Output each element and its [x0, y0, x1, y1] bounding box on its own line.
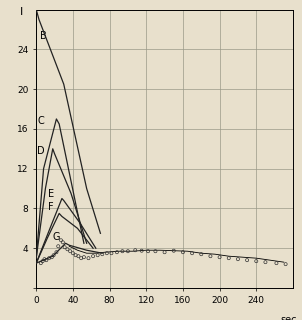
Point: [254, 259, 259, 264]
Point: [60, 240, 65, 245]
Point: [109, 251, 114, 256]
Point: [162, 250, 167, 255]
Point: [171, 248, 176, 253]
Point: [208, 254, 213, 259]
Point: [44, 258, 49, 263]
Point: [70, 251, 75, 256]
Point: [153, 249, 158, 254]
Point: [59, 238, 63, 243]
Point: [76, 254, 81, 259]
Point: [38, 260, 43, 266]
Point: [56, 244, 61, 249]
Point: [51, 252, 56, 258]
Point: [73, 252, 78, 258]
Point: [104, 251, 109, 256]
Text: C: C: [37, 116, 44, 126]
Point: [245, 258, 249, 263]
Point: [50, 255, 54, 260]
Point: [62, 245, 67, 250]
Point: [42, 257, 47, 262]
Point: [217, 255, 222, 260]
Point: [226, 256, 231, 261]
Point: [86, 256, 91, 261]
Point: [82, 255, 86, 260]
Point: [47, 256, 51, 261]
Text: G: G: [53, 232, 60, 242]
Point: [263, 260, 268, 265]
Point: [65, 247, 70, 252]
Point: [199, 252, 204, 257]
Point: [54, 250, 59, 255]
Point: [146, 249, 150, 254]
Text: B: B: [40, 31, 47, 41]
Point: [283, 261, 288, 267]
Point: [236, 257, 240, 262]
Point: [91, 254, 95, 259]
Point: [68, 249, 72, 254]
Text: D: D: [37, 146, 45, 156]
Text: sec: sec: [280, 315, 297, 320]
Text: E: E: [48, 188, 54, 198]
Point: [133, 248, 138, 253]
Text: I: I: [20, 7, 23, 17]
Point: [79, 256, 84, 261]
Point: [126, 249, 130, 254]
Point: [95, 252, 100, 258]
Text: F: F: [48, 203, 54, 212]
Point: [100, 252, 105, 257]
Point: [181, 250, 185, 255]
Point: [120, 249, 125, 254]
Point: [114, 250, 119, 255]
Point: [139, 248, 144, 253]
Point: [40, 259, 45, 264]
Point: [274, 260, 279, 266]
Point: [190, 251, 194, 256]
